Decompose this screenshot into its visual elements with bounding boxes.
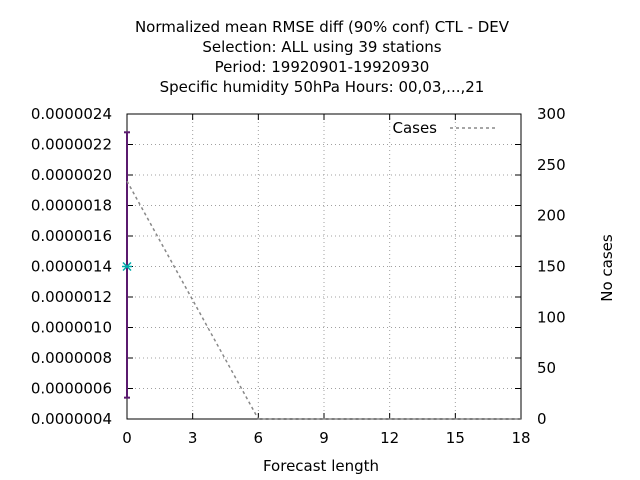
y-tick-label: 0.0000004 — [31, 410, 112, 428]
x-axis-label: Forecast length — [263, 457, 379, 475]
chart-title: Normalized mean RMSE diff (90% conf) CTL… — [135, 18, 510, 96]
title-line: Selection: ALL using 39 stations — [202, 38, 441, 56]
y2-tick-label: 50 — [537, 359, 556, 377]
title-line: Period: 19920901-19920930 — [215, 58, 430, 76]
x-tick-label: 6 — [254, 429, 264, 447]
y-tick-label: 0.0000012 — [31, 288, 112, 306]
y2-tick-label: 0 — [537, 410, 547, 428]
grid — [127, 114, 521, 419]
y-axis-right: 0 50 100 150 200 250 300 — [537, 105, 566, 428]
x-tick-label: 0 — [122, 429, 132, 447]
legend: Cases — [392, 119, 495, 137]
y-tick-label: 0.0000008 — [31, 349, 112, 367]
x-axis: 0 3 6 9 12 15 18 — [122, 114, 531, 447]
legend-label: Cases — [392, 119, 437, 137]
y-tick-label: 0.0000010 — [31, 319, 112, 337]
x-tick-label: 3 — [188, 429, 198, 447]
cases-line — [126, 180, 521, 420]
x-tick-label: 15 — [446, 429, 465, 447]
y-tick-label: 0.0000006 — [31, 380, 112, 398]
y2-tick-label: 250 — [537, 156, 566, 174]
title-line: Specific humidity 50hPa Hours: 00,03,...… — [160, 78, 485, 96]
y-tick-label: 0.0000024 — [31, 105, 112, 123]
y2-tick-label: 150 — [537, 258, 566, 276]
y-tick-label: 0.0000016 — [31, 227, 112, 245]
series — [122, 131, 521, 420]
data-point — [122, 261, 132, 272]
y-tick-label: 0.0000020 — [31, 166, 112, 184]
y2-tick-label: 300 — [537, 105, 566, 123]
y-tick-label: 0.0000022 — [31, 136, 112, 154]
title-line: Normalized mean RMSE diff (90% conf) CTL… — [135, 18, 510, 36]
y2-tick-label: 200 — [537, 207, 566, 225]
y-tick-label: 0.0000014 — [31, 258, 112, 276]
x-tick-label: 18 — [511, 429, 530, 447]
x-tick-label: 9 — [319, 429, 329, 447]
y2-tick-label: 100 — [537, 308, 566, 326]
y2-axis-label: No cases — [598, 234, 616, 302]
y-tick-label: 0.0000018 — [31, 197, 112, 215]
y-axis-left: 0.0000004 0.0000006 0.0000008 0.0000010 0.00… — [31, 105, 521, 428]
x-tick-label: 12 — [380, 429, 399, 447]
